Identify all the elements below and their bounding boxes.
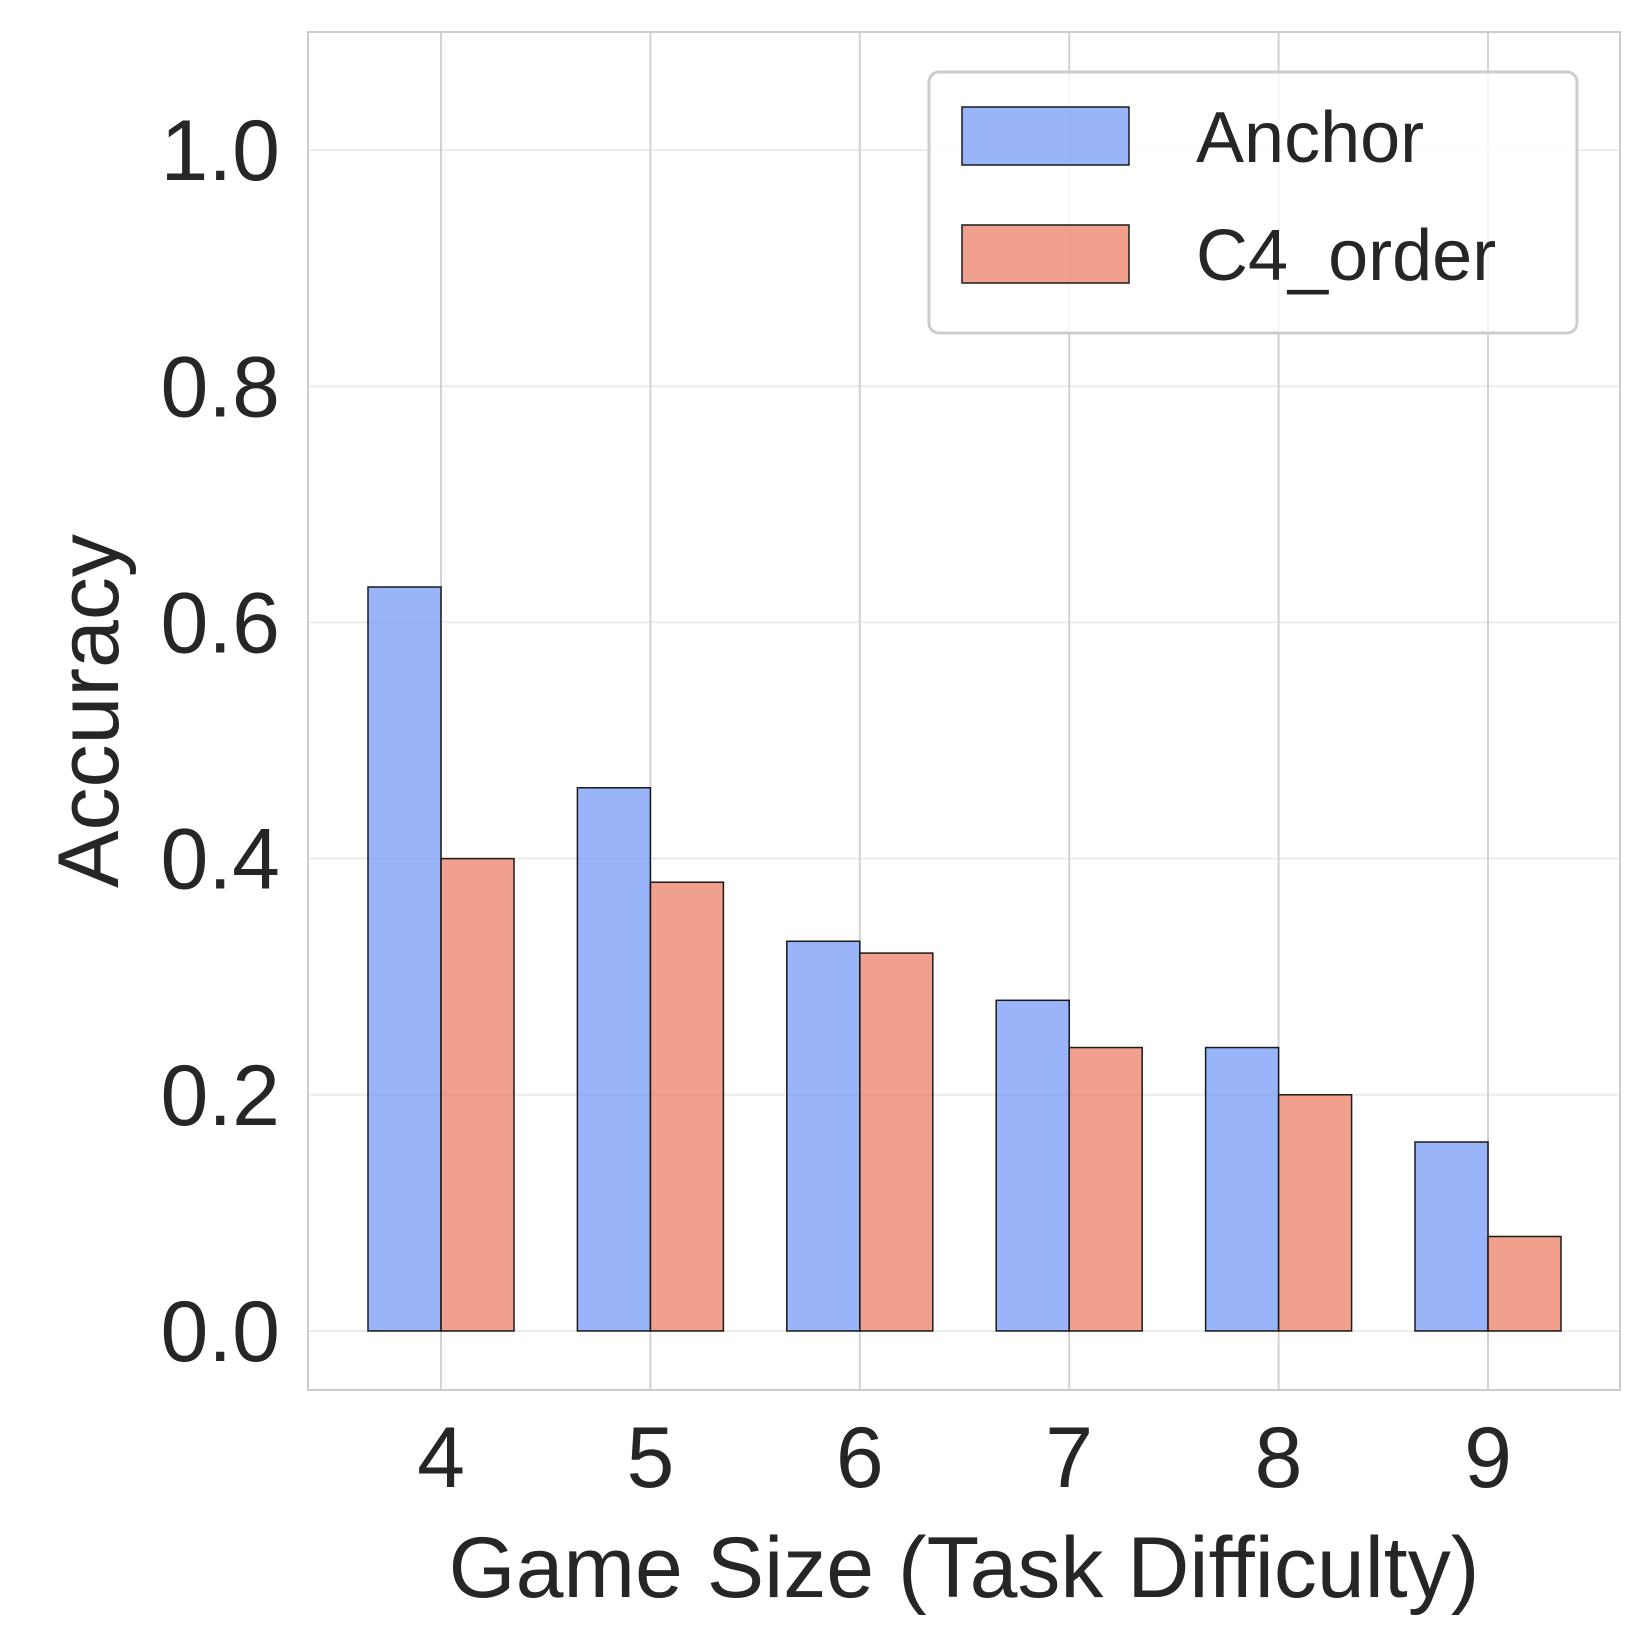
y-tick-label: 0.6 [160,575,280,671]
bar-anchor-7 [995,999,1070,1332]
x-tick-label: 5 [626,1410,674,1506]
bar-anchor-5 [576,787,652,1332]
legend-swatch-c4-order [961,224,1130,284]
bar-c4-order-6 [859,952,934,1332]
legend-swatch-anchor [961,106,1130,166]
bar-anchor-8 [1204,1046,1280,1332]
x-tick-label: 9 [1464,1410,1512,1506]
y-tick-labels: 0.0 0.2 0.4 0.6 0.8 1.0 [160,103,280,1380]
bar-c4-order-8 [1277,1094,1353,1332]
x-tick-label: 6 [836,1410,884,1506]
y-tick-label: 0.2 [160,1048,280,1144]
y-tick-label: 0.8 [160,339,280,435]
y-tick-label: 0.4 [160,812,280,908]
x-tick-label: 8 [1255,1410,1303,1506]
bar-anchor-9 [1414,1141,1489,1332]
x-axis-title: Game Size (Task Difficulty) [449,1520,1480,1616]
legend-label-c4-order: C4_order [1196,216,1496,296]
y-axis-title: Accuracy [41,534,137,888]
legend: Anchor C4_order [927,70,1579,335]
bar-anchor-6 [786,940,861,1332]
y-tick-label: 1.0 [160,103,280,199]
x-tick-labels: 4 5 6 7 8 9 [417,1410,1512,1506]
y-tick-label: 0.0 [160,1284,280,1380]
bar-c4-order-4 [440,857,515,1332]
x-tick-label: 7 [1045,1410,1093,1506]
bar-anchor-4 [367,586,442,1332]
bar-c4-order-9 [1487,1235,1562,1332]
legend-label-anchor: Anchor [1196,98,1424,178]
plot-frame [307,31,1621,1391]
bar-c4-order-7 [1068,1046,1143,1332]
bars [367,586,1562,1332]
x-tick-label: 4 [417,1410,465,1506]
bar-c4-order-5 [649,881,725,1332]
